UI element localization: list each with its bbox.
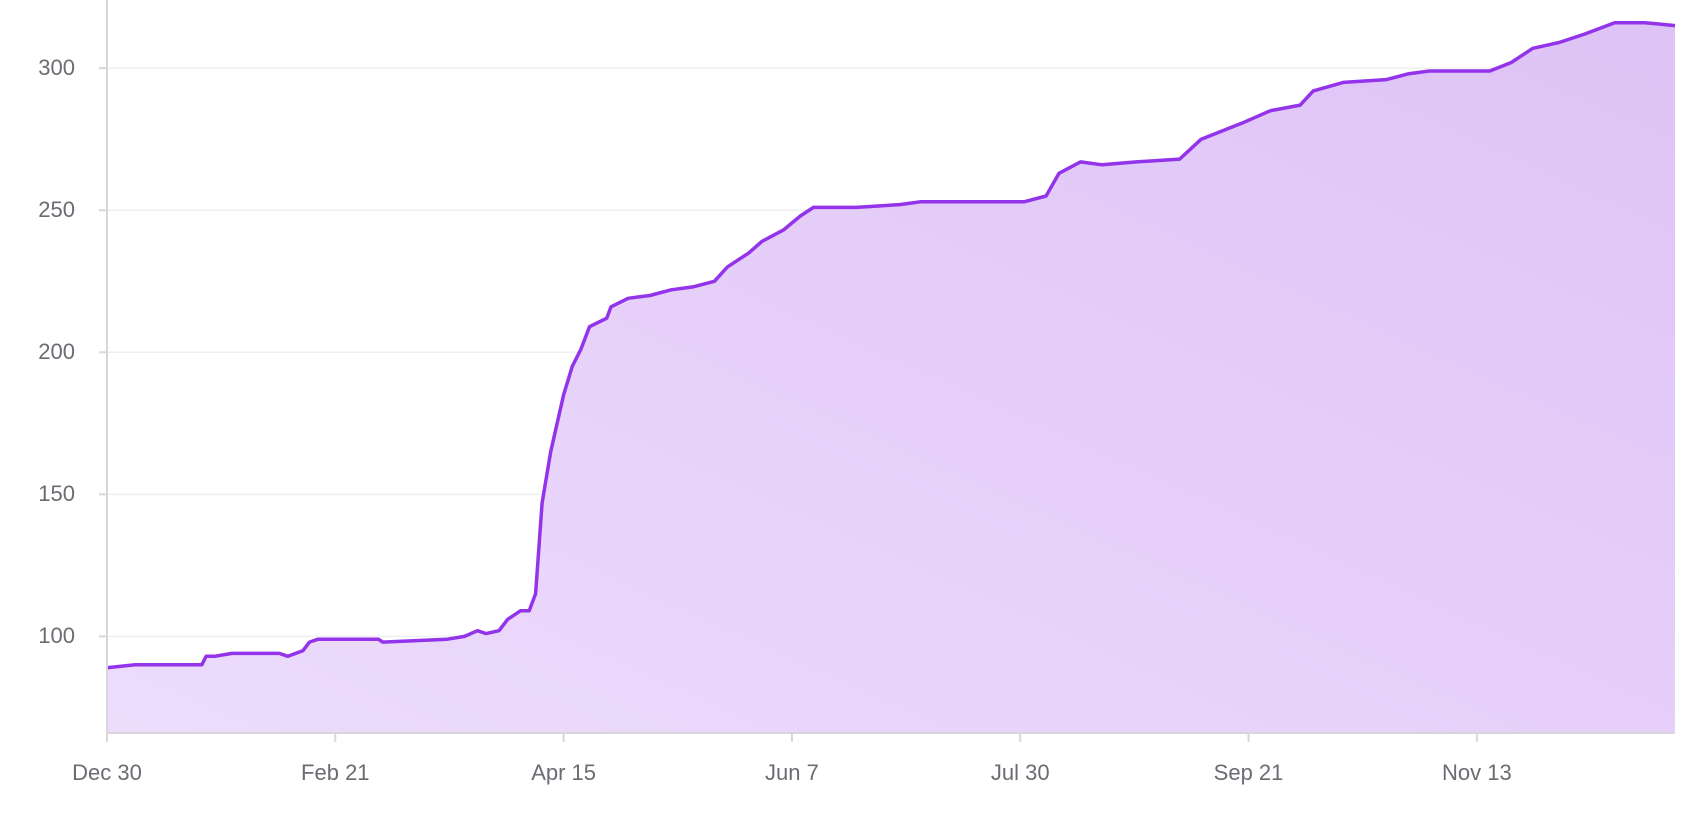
y-tick-label: 200 <box>38 339 75 364</box>
y-tick-label: 100 <box>38 623 75 648</box>
y-tick-label: 300 <box>38 55 75 80</box>
x-tick-label: Jun 7 <box>765 760 819 785</box>
x-tick-label: Apr 15 <box>531 760 596 785</box>
y-tick-label: 250 <box>38 197 75 222</box>
x-tick-label: Sep 21 <box>1214 760 1284 785</box>
x-tick-label: Jul 30 <box>991 760 1050 785</box>
area-fill <box>107 22 1675 733</box>
area-line <box>106 20 1676 670</box>
x-tick-label: Nov 13 <box>1442 760 1512 785</box>
x-tick-label: Dec 30 <box>72 760 142 785</box>
y-tick-label: 150 <box>38 481 75 506</box>
x-tick-label: Feb 21 <box>301 760 370 785</box>
